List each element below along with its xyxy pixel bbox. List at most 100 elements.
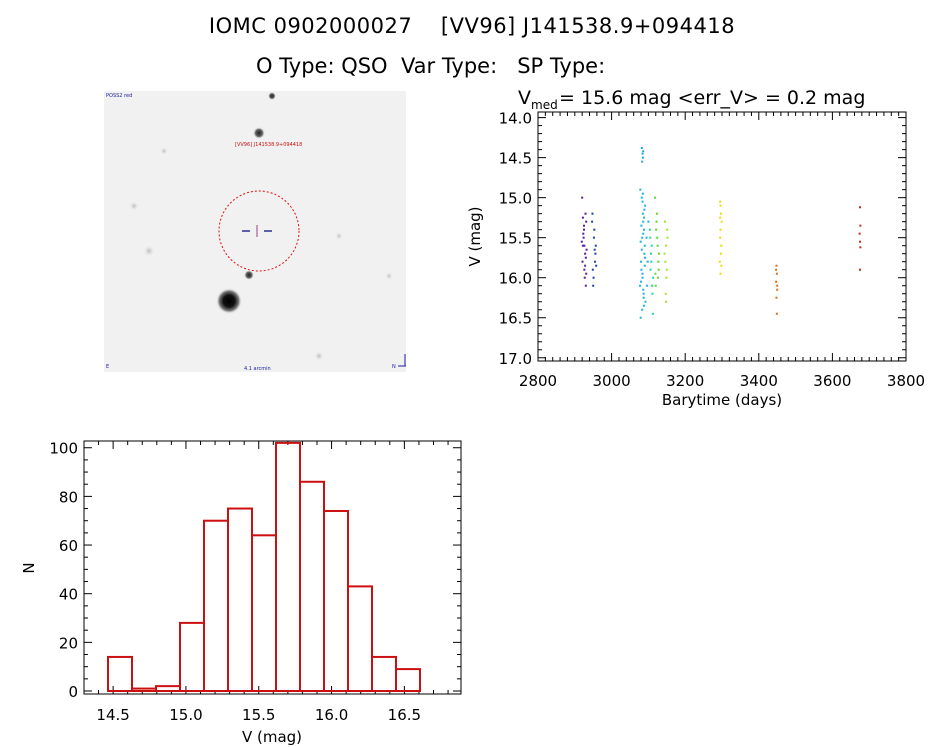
light-curve-point bbox=[665, 268, 668, 271]
light-curve-point bbox=[859, 240, 861, 243]
histogram-y-tick-label: 0 bbox=[68, 683, 78, 701]
light-curve-point bbox=[642, 150, 645, 153]
light-curve-point bbox=[583, 268, 586, 271]
histogram-frame bbox=[83, 440, 462, 695]
light-curve-title-rest: = 15.6 mag <err_V> = 0.2 mag bbox=[553, 87, 865, 109]
light-curve-point bbox=[650, 260, 653, 263]
light-curve-point bbox=[663, 252, 666, 255]
light-curve-point bbox=[582, 236, 585, 239]
light-curve-point bbox=[656, 236, 659, 239]
light-curve-point bbox=[642, 288, 645, 291]
histogram-x-label: V (mag) bbox=[242, 728, 302, 746]
light-curve-point bbox=[719, 272, 722, 275]
light-curve-point bbox=[719, 252, 722, 255]
light-curve-point bbox=[651, 284, 654, 287]
light-curve-point bbox=[640, 280, 643, 283]
star bbox=[244, 270, 254, 280]
light-curve-series-group8 bbox=[775, 264, 779, 315]
light-curve-point bbox=[640, 196, 643, 199]
light-curve-series-group3 bbox=[638, 188, 650, 319]
light-curve-point bbox=[584, 256, 587, 259]
histogram-y-tick-label: 80 bbox=[59, 488, 78, 506]
light-curve-point bbox=[583, 244, 586, 247]
light-curve-point bbox=[719, 228, 722, 231]
o-type: O Type: QSO bbox=[256, 54, 388, 78]
light-curve-series-group7 bbox=[718, 200, 723, 275]
light-curve-x-tick-label: 3600 bbox=[813, 372, 851, 390]
light-curve-point bbox=[654, 284, 657, 287]
light-curve-point bbox=[640, 147, 643, 150]
light-curve-point bbox=[641, 160, 644, 163]
histogram-bar bbox=[131, 687, 157, 693]
light-curve-series-group4 bbox=[648, 228, 655, 315]
light-curve-points bbox=[580, 147, 862, 319]
light-curve-point bbox=[639, 188, 642, 191]
light-curve-point bbox=[720, 244, 723, 247]
chart-title-object: IOMC 0902000027 [VV96] J141538.9+094418 bbox=[0, 14, 944, 38]
light-curve-point bbox=[651, 312, 654, 315]
histogram-y-tick-label: 100 bbox=[49, 440, 78, 458]
light-curve-point bbox=[584, 212, 587, 215]
histogram-bar bbox=[299, 480, 325, 692]
light-curve-point bbox=[642, 304, 645, 307]
light-curve-point bbox=[643, 252, 646, 255]
compass-east-label: E bbox=[106, 364, 109, 370]
light-curve-point bbox=[665, 276, 668, 279]
light-curve-point bbox=[639, 240, 642, 243]
light-curve-point bbox=[638, 284, 641, 287]
light-curve-point bbox=[581, 196, 584, 199]
light-curve-point bbox=[641, 276, 644, 279]
star bbox=[268, 92, 276, 100]
light-curve-point bbox=[581, 244, 584, 247]
histogram-bars bbox=[107, 441, 421, 693]
light-curve-point bbox=[584, 264, 587, 267]
light-curve-point bbox=[585, 248, 588, 251]
light-curve-point bbox=[640, 260, 643, 263]
histogram-bar bbox=[107, 655, 133, 693]
light-curve-point bbox=[719, 200, 722, 203]
light-curve-point bbox=[652, 276, 655, 279]
light-curve-x-tick-label: 3200 bbox=[666, 372, 704, 390]
light-curve-point bbox=[775, 312, 778, 315]
light-curve-point bbox=[592, 276, 595, 279]
light-curve-y-tick-label: 15.0 bbox=[499, 190, 532, 208]
light-curve-point bbox=[584, 252, 587, 255]
survey-label: POSS2 red bbox=[106, 93, 132, 99]
histogram-x-tick-label: 14.5 bbox=[96, 706, 129, 724]
light-curve-point bbox=[655, 212, 658, 215]
light-curve-point bbox=[641, 200, 644, 203]
histogram-x-tick-label: 16.0 bbox=[315, 706, 348, 724]
light-curve-point bbox=[858, 232, 861, 235]
light-curve-point bbox=[591, 268, 594, 271]
light-curve-frame bbox=[537, 111, 907, 362]
light-curve-point bbox=[591, 220, 594, 223]
light-curve-point bbox=[640, 248, 643, 251]
light-curve-point bbox=[583, 224, 585, 227]
histogram-axes: 14.5 15.0 15.5 16.0 16.5 0 20 40 60 80 100 bbox=[49, 440, 462, 724]
light-curve-y-tick-label: 17.0 bbox=[499, 350, 532, 368]
light-curve-point bbox=[642, 296, 645, 299]
light-curve-point bbox=[654, 272, 657, 275]
light-curve-point bbox=[645, 284, 648, 287]
light-curve-point bbox=[642, 292, 645, 295]
light-curve-point bbox=[776, 284, 779, 287]
light-curve-point bbox=[720, 220, 723, 223]
light-curve-point bbox=[775, 296, 778, 299]
light-curve-point bbox=[581, 260, 584, 263]
light-curve-point bbox=[642, 220, 645, 223]
light-curve-point bbox=[720, 264, 723, 267]
light-curve-point bbox=[644, 300, 647, 303]
light-curve-point bbox=[859, 206, 861, 209]
light-curve-point bbox=[650, 244, 653, 247]
faint-source bbox=[129, 201, 139, 211]
light-curve-point bbox=[775, 272, 778, 275]
light-curve-point bbox=[642, 216, 645, 219]
light-curve-point bbox=[583, 276, 586, 279]
light-curve-point bbox=[641, 308, 644, 311]
light-curve-point bbox=[664, 292, 667, 295]
light-curve-point bbox=[649, 268, 652, 271]
light-curve-title-v: V bbox=[518, 87, 531, 109]
light-curve-point bbox=[584, 284, 587, 287]
light-curve-point bbox=[582, 232, 585, 235]
histogram-y-tick-label: 40 bbox=[59, 586, 78, 604]
